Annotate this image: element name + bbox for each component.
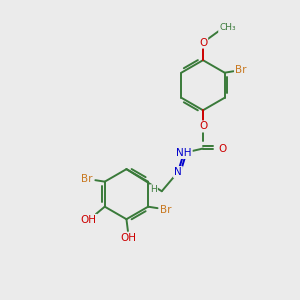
Text: H: H — [150, 185, 157, 194]
Text: OH: OH — [81, 215, 97, 225]
Text: O: O — [199, 122, 207, 131]
Text: Br: Br — [81, 174, 93, 184]
Text: CH₃: CH₃ — [219, 23, 236, 32]
Text: OH: OH — [120, 233, 136, 243]
Text: NH: NH — [176, 148, 192, 158]
Text: Br: Br — [235, 65, 247, 75]
Text: O: O — [218, 143, 226, 154]
Text: N: N — [174, 167, 182, 177]
Text: O: O — [199, 38, 207, 47]
Text: Br: Br — [160, 205, 172, 214]
